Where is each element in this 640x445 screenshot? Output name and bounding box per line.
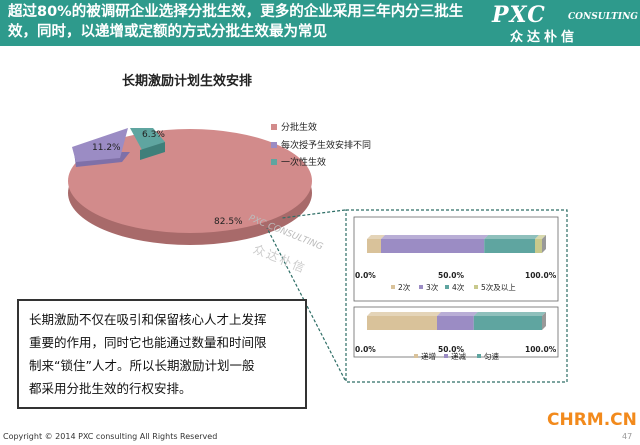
bar-legend-swatch [444, 354, 448, 358]
bar-side-face [542, 312, 546, 330]
legend-swatch [271, 158, 277, 165]
bar-legend-swatch [391, 285, 395, 289]
pie-chart-title: 长期激励计划生效安排 [122, 74, 253, 89]
bar-legend-label: 递减 [451, 351, 466, 361]
pie-label-once: 6.3% [142, 130, 165, 140]
bar-tick-label: 100.0% [525, 271, 557, 280]
bar-legend-label: 2次 [398, 282, 411, 292]
note-box: 长期激励不仅在吸引和保留核心人才上发挥 重要的作用，同时它也能通过数量和时间限 … [17, 299, 307, 409]
pie-legend-split: 分批生效 [271, 120, 317, 133]
bar-panel-count [353, 216, 559, 302]
bar-tick-label: 0.0% [355, 345, 376, 354]
bar-legend-swatch [419, 285, 423, 289]
bar-legend-swatch [445, 285, 449, 289]
bar-tick-label: 50.0% [438, 271, 465, 280]
pie-legend-once: 一次性生效 [271, 155, 326, 168]
bar-legend-label: 5次及以上 [481, 282, 516, 292]
note-line: 都采用分批生效的行权安排。 [29, 381, 192, 396]
note-line: 长期激励不仅在吸引和保留核心人才上发挥 [29, 312, 267, 327]
bar-segment-top [473, 312, 546, 316]
bar-segment-匀速 [473, 316, 542, 330]
legend-swatch [271, 123, 277, 130]
legend-label: 每次授予生效安排不同 [281, 141, 372, 151]
bar-legend-swatch [414, 354, 418, 358]
bar-legend-label: 匀速 [484, 351, 499, 361]
pie-slice-different [72, 128, 130, 167]
legend-label: 分批生效 [281, 123, 318, 133]
bar-legend-label: 4次 [452, 282, 465, 292]
bar-tick-label: 0.0% [355, 271, 376, 280]
logo-consulting: CONSULTING [568, 12, 638, 22]
bar-segment-2次 [367, 239, 381, 253]
chrm-watermark-badge: CHRM.CN [547, 410, 637, 432]
header-bar [0, 0, 640, 46]
bar-legend-swatch [474, 285, 478, 289]
bar-legend-label: 递增 [421, 351, 436, 361]
bar-segment-top [484, 235, 539, 239]
bar-segment-top [381, 235, 489, 239]
bar-segment-top [535, 235, 546, 239]
pie-top-base [68, 129, 312, 233]
bar-segment-4次 [484, 239, 535, 253]
note-line: 重要的作用，同时它也能通过数量和时间限 [29, 335, 267, 350]
copyright-text: Copyright © 2014 PXC consulting All Righ… [3, 432, 218, 441]
bar-legend-swatch [477, 354, 481, 358]
bar-segment-递增 [367, 316, 437, 330]
callout-box [345, 209, 568, 383]
bar-tick-label: 100.0% [525, 345, 557, 354]
pie-slice-once [130, 128, 165, 160]
bar-segment-top [367, 312, 441, 316]
legend-swatch [271, 141, 277, 148]
logo-chinese: 众达朴信 [510, 30, 579, 45]
pie-label-different: 11.2% [92, 143, 121, 153]
logo-pxc: PXC [492, 2, 546, 28]
bar-segment-3次 [381, 239, 485, 253]
pie-chart: 82.5% [68, 129, 312, 245]
callout-line-top [281, 209, 346, 219]
bar-segment-top [437, 312, 478, 316]
bar-segment-top [367, 235, 385, 239]
bar-legend-label: 3次 [426, 282, 439, 292]
note-line: 制来“锁住”人才。所以长期激励计划一般 [29, 358, 255, 373]
bar-segment-5次及以上 [535, 239, 542, 253]
slide-headline: 超过80%的被调研企业选择分批生效，更多的企业采用三年内分三批生效，同时，以递增… [8, 4, 464, 40]
page-number: 47 [622, 432, 633, 441]
bar-segment-递减 [437, 316, 474, 330]
bar-tick-label: 50.0% [438, 345, 465, 354]
bar-side-face [542, 235, 546, 253]
legend-label: 一次性生效 [281, 158, 327, 168]
pie-label-split: 82.5% [214, 217, 243, 227]
pie-legend-different: 每次授予生效安排不同 [271, 138, 371, 151]
